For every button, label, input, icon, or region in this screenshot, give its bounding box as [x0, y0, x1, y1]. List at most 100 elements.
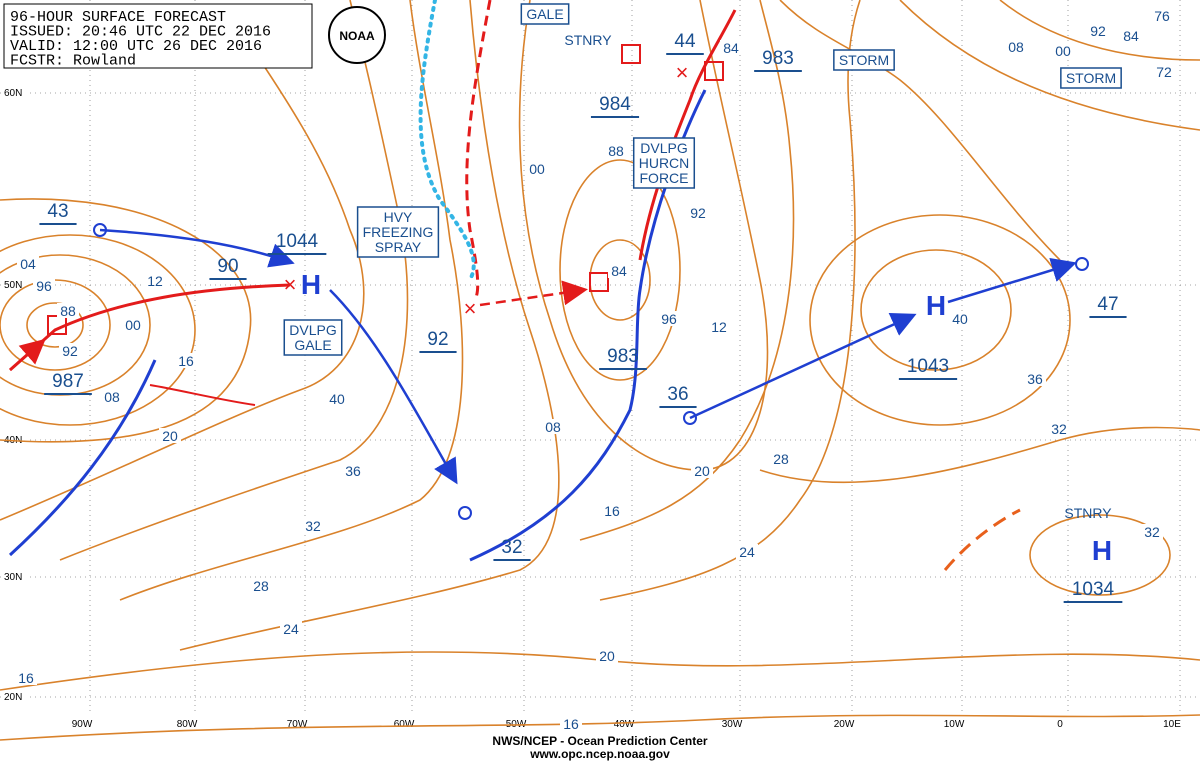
pressure-label: 1034	[1072, 579, 1115, 600]
storm-track	[99, 228, 295, 268]
isobar-label: 08	[104, 389, 120, 405]
isobar-label: 32	[1051, 421, 1067, 437]
isobar-label: 08	[545, 419, 561, 435]
label-bg	[2, 277, 28, 290]
label-bg	[1153, 64, 1175, 79]
latitude-label: 20N	[4, 692, 22, 703]
warning-box	[283, 319, 343, 356]
low-position: ×	[284, 272, 297, 297]
label-bg	[59, 343, 81, 358]
pressure-label: 1043	[907, 356, 949, 377]
storm-track	[9, 338, 46, 371]
label-bg	[596, 648, 618, 663]
center-marker	[458, 506, 472, 520]
label-bg	[342, 463, 364, 478]
warning-text: STORM	[839, 52, 889, 68]
label-bg	[691, 463, 713, 478]
warning-text: DVLPG	[640, 140, 687, 156]
isobar-label: 20	[162, 428, 178, 444]
isobar-label: 84	[723, 40, 739, 56]
isobar-label: 16	[18, 670, 34, 686]
isobar	[1029, 514, 1171, 596]
warning-text: FORCE	[640, 170, 689, 186]
high-symbol: H	[301, 269, 321, 300]
center-marker	[1075, 257, 1089, 271]
longitude-label: 40W	[614, 719, 635, 730]
label-bg	[33, 278, 55, 293]
warning-text: HVY	[384, 209, 413, 225]
pressure-label: 44	[674, 31, 696, 52]
center-marker	[683, 411, 697, 425]
warning-text: STORM	[1066, 70, 1116, 86]
warm-front	[638, 9, 737, 261]
isobar	[899, 0, 1200, 131]
longitude-label: 10E	[1163, 719, 1181, 730]
label-bg	[1087, 23, 1109, 38]
label-bg	[1120, 28, 1142, 43]
high-symbol: H	[1092, 535, 1112, 566]
label-bg	[101, 389, 123, 404]
isobar	[0, 198, 252, 443]
label-bg	[1024, 371, 1046, 386]
isobar-label: 92	[1090, 23, 1106, 39]
header-line: ISSUED: 20:46 UTC 22 DEC 2016	[10, 24, 271, 41]
pressure-label: 32	[501, 537, 522, 558]
pressure-label: 90	[217, 256, 238, 277]
low-position: ×	[464, 296, 477, 321]
label-bg	[605, 143, 627, 158]
isobar	[759, 426, 1200, 484]
isobar-label: 28	[773, 451, 789, 467]
label-bg	[560, 716, 582, 731]
isobar-label: 84	[611, 263, 627, 279]
label-bg	[1005, 39, 1027, 54]
warning-text: HURCN	[639, 155, 690, 171]
isobar-label: 28	[253, 578, 269, 594]
isobar-label: 40	[329, 391, 345, 407]
longitude-label: 0	[1057, 719, 1063, 730]
warning-box	[1060, 67, 1122, 89]
isobar-label: 88	[608, 143, 624, 159]
low-symbol	[589, 272, 609, 292]
label-bg	[2, 85, 28, 98]
isobar-label: 16	[563, 716, 579, 732]
footer-url: www.opc.ncep.noaa.gov	[529, 747, 670, 761]
label-bg	[15, 670, 37, 685]
longitude-label: 80W	[177, 719, 198, 730]
longitude-label: 70W	[287, 719, 308, 730]
isobar	[809, 214, 1071, 426]
stationary-front	[465, 0, 492, 301]
pressure-label: 92	[427, 329, 448, 350]
pressure-label: 983	[762, 48, 794, 69]
warning-text: SPRAY	[375, 239, 422, 255]
high-symbol: H	[926, 290, 946, 321]
warning-text: GALE	[294, 337, 331, 353]
isobar-label: 20	[694, 463, 710, 479]
isobar-label: 04	[20, 256, 36, 272]
warning-text: DVLPG	[289, 322, 336, 338]
label-bg	[17, 256, 39, 271]
label-bg	[720, 40, 742, 55]
storm-track	[947, 257, 1077, 304]
label-bg	[1151, 8, 1173, 23]
isobar-label: 76	[1154, 8, 1170, 24]
low-symbol	[621, 44, 641, 64]
header-line: VALID: 12:00 UTC 26 DEC 2016	[10, 38, 262, 55]
label-bg	[1052, 43, 1074, 58]
pressure-label: 983	[607, 346, 639, 367]
logo	[328, 6, 386, 64]
pressure-label: 984	[599, 94, 631, 115]
warm-front	[149, 384, 256, 406]
isobar-label: 96	[36, 278, 52, 294]
warning: STORM	[1060, 67, 1122, 89]
isobar	[579, 0, 795, 541]
isobar-label: 92	[62, 343, 78, 359]
ice-edge	[418, 0, 476, 282]
label-bg	[601, 503, 623, 518]
isobar-label: 32	[305, 518, 321, 534]
center-marker	[93, 223, 107, 237]
label-bg	[1141, 524, 1163, 539]
warning-box	[356, 206, 440, 258]
